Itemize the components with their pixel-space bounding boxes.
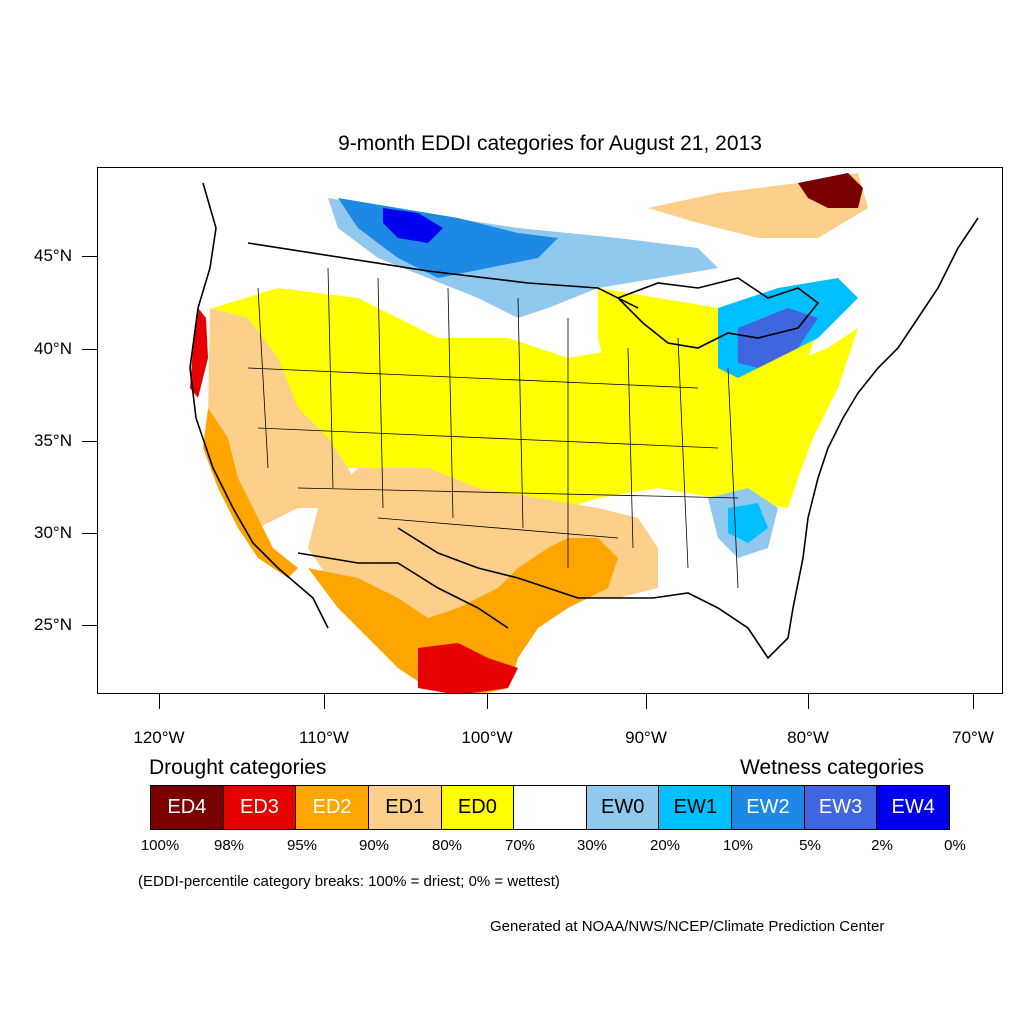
- legend-cell-ed0: ED0: [441, 786, 515, 829]
- lon-label-120w: 120°W: [133, 728, 185, 747]
- lon-tick: [487, 694, 488, 709]
- legend-cell-neutral: [514, 786, 587, 829]
- lon-label-70w: 70°W: [952, 728, 994, 747]
- map-title: 9-month EDDI categories for August 21, 2…: [338, 132, 762, 155]
- lon-tick: [159, 694, 160, 709]
- east-coastline: [792, 217, 979, 609]
- lat-label-40n: 40°N: [34, 339, 72, 358]
- lon-tick: [973, 694, 974, 709]
- ew4-region-north-plains: [383, 208, 443, 243]
- lat-tick: [82, 256, 97, 257]
- mexico-border: [297, 552, 509, 629]
- legend-cell-ed4: ED4: [151, 786, 224, 829]
- gulf-coastline: [397, 527, 794, 660]
- legend-cell-ew2: EW2: [732, 786, 805, 829]
- lat-label-30n: 30°N: [34, 523, 72, 542]
- category-legend: ED4 ED3 ED2 ED1 ED0 EW0 EW1 EW2 EW3 EW4: [150, 785, 950, 830]
- ed2-region-texas: [308, 538, 618, 693]
- lon-tick: [646, 694, 647, 709]
- canada-border: [247, 242, 639, 309]
- category-breaks-note: (EDDI-percentile category breaks: 100% =…: [138, 873, 560, 890]
- legend-break: 20%: [649, 837, 681, 854]
- wetness-categories-title: Wetness categories: [740, 756, 925, 779]
- legend-break: 30%: [576, 837, 608, 854]
- drought-categories-title: Drought categories: [149, 756, 327, 779]
- legend-cell-ew1: EW1: [659, 786, 733, 829]
- legend-break: 2%: [871, 837, 893, 854]
- ew1-region-southeast: [728, 503, 768, 543]
- lon-tick: [324, 694, 325, 709]
- lon-label-110w: 110°W: [299, 728, 349, 747]
- legend-break: 100%: [140, 837, 180, 854]
- lon-label-80w: 80°W: [787, 728, 829, 747]
- legend-cell-ed1: ED1: [368, 786, 442, 829]
- west-coastline: [189, 182, 329, 629]
- credit-text: Generated at NOAA/NWS/NCEP/Climate Predi…: [490, 918, 885, 935]
- lon-tick: [808, 694, 809, 709]
- lat-label-35n: 35°N: [34, 431, 72, 450]
- lat-tick: [82, 625, 97, 626]
- legend-cell-ed3: ED3: [223, 786, 297, 829]
- eddi-map: [189, 173, 979, 693]
- ed0-region-west: [213, 288, 858, 518]
- legend-cell-ew4: EW4: [877, 786, 950, 829]
- ed2-region-southwest: [203, 408, 298, 578]
- legend-break: 95%: [286, 837, 318, 854]
- legend-break: 98%: [213, 837, 245, 854]
- ed4-region-canada-ne: [798, 173, 863, 208]
- lon-label-100w: 100°W: [461, 728, 513, 747]
- lon-label-90w: 90°W: [625, 728, 667, 747]
- map-panel: [97, 167, 1003, 694]
- legend-cell-ed2: ED2: [296, 786, 369, 829]
- ed1-region-west: [208, 308, 358, 528]
- legend-break: 90%: [358, 837, 390, 854]
- lat-tick: [82, 533, 97, 534]
- lat-label-45n: 45°N: [34, 246, 72, 265]
- lat-label-25n: 25°N: [34, 615, 72, 634]
- legend-break: 5%: [799, 837, 821, 854]
- lat-tick: [82, 349, 97, 350]
- legend-cell-ew0: EW0: [586, 786, 660, 829]
- legend-cell-ew3: EW3: [804, 786, 878, 829]
- legend-break: 10%: [722, 837, 754, 854]
- ew3-region-great-lakes: [738, 308, 818, 368]
- legend-break: 80%: [431, 837, 463, 854]
- great-lakes-outline: [616, 277, 820, 349]
- lat-tick: [82, 441, 97, 442]
- legend-break: 0%: [944, 837, 966, 854]
- ed3-coast-west: [190, 308, 208, 398]
- ed3-region-mexico: [418, 643, 518, 693]
- legend-break: 70%: [504, 837, 536, 854]
- state-borders: [247, 267, 739, 589]
